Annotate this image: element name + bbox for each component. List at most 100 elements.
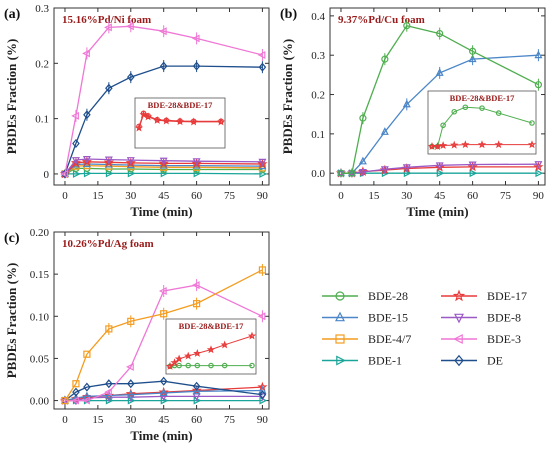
data-point [158, 27, 167, 36]
legend-label: BDE-17 [487, 289, 527, 303]
series-line [64, 269, 263, 401]
panel-title: 9.37%Pd/Cu foam [338, 14, 425, 26]
x-axis-label: Time (min) [130, 204, 192, 219]
panel-title: 10.26%Pd/Ag foam [62, 238, 154, 250]
y-tick-label: 0.3 [35, 3, 49, 15]
data-point [402, 164, 411, 173]
inset-point [184, 351, 193, 360]
inset-point [479, 105, 485, 111]
legend-label: DE [487, 354, 503, 368]
data-point [159, 157, 168, 166]
legend-marker [335, 291, 345, 301]
data-point [72, 169, 81, 178]
data-point [191, 34, 200, 43]
data-point [258, 390, 267, 400]
legend-label: BDE-15 [368, 311, 408, 325]
y-axis-label: PBDEs Fraction (%) [4, 39, 19, 155]
series-line [64, 25, 263, 175]
data-point [71, 396, 79, 405]
inset-point [440, 122, 446, 129]
y-tick-label: 0.05 [30, 353, 50, 365]
data-point [403, 169, 412, 178]
panel-c: 0 15 30 45 60 75 90 0.00 0.05 0.10 0.15 0.20 Time (m… [4, 227, 270, 443]
x-tick-label: 75 [224, 414, 236, 426]
inset-point [247, 331, 257, 340]
legend-label: BDE-28 [368, 289, 408, 303]
legend-entry: BDE-8 [441, 311, 521, 325]
data-point [380, 166, 389, 175]
data-point [72, 387, 80, 397]
data-point [126, 157, 135, 165]
legend-entry: BDE-3 [441, 332, 521, 346]
data-point [126, 389, 135, 398]
y-tick-label: 0.15 [30, 269, 50, 281]
data-point [348, 169, 356, 177]
legend-entry: BDE-1 [322, 354, 402, 368]
series-bde-3 [60, 279, 266, 405]
data-point [105, 325, 113, 333]
inset-point [175, 117, 185, 126]
inset-point [165, 361, 175, 370]
data-point [534, 161, 543, 169]
inset-point [139, 110, 148, 119]
inset-point [194, 362, 201, 369]
legend-marker [336, 355, 346, 366]
inset-point [189, 117, 198, 126]
inset-series-bde-17 [165, 331, 257, 370]
data-point [105, 379, 113, 389]
inset-point [494, 140, 503, 149]
data-point [126, 362, 134, 371]
data-point [61, 396, 69, 405]
inset-point [450, 140, 459, 149]
data-point [257, 381, 268, 392]
series-line [341, 24, 539, 174]
data-point [435, 68, 444, 76]
legend-entry: BDE-15 [322, 311, 408, 325]
y-tick-label: 0.20 [30, 227, 50, 239]
inset: BDE-28&BDE-17 [427, 90, 537, 155]
data-point [159, 61, 168, 71]
legend-entry: BDE-28 [322, 289, 408, 303]
panel-b: 0 15 30 45 60 75 90 0.0 0.1 0.2 0.3 0.4 Time (min) PB… [280, 7, 546, 219]
x-axis-label: Time (min) [130, 428, 192, 443]
series-bde-3 [60, 20, 266, 178]
data-point [82, 49, 90, 58]
legend-marker [454, 313, 464, 324]
x-tick-label: 60 [467, 190, 479, 202]
y-axis-label: PBDEs Fraction (%) [280, 39, 295, 155]
data-point [534, 81, 543, 89]
y-tick-label: 0.1 [35, 114, 49, 126]
data-point [469, 47, 477, 55]
legend-marker [452, 289, 466, 302]
panel-label: (a) [4, 7, 21, 22]
x-tick-label: 75 [224, 190, 236, 202]
x-tick-label: 60 [191, 414, 203, 426]
x-tick-label: 90 [257, 190, 269, 202]
inset-point [477, 140, 487, 149]
data-point [468, 54, 477, 63]
inset-point [153, 115, 162, 124]
inset-point [174, 354, 184, 363]
legend-marker [453, 334, 463, 344]
x-tick-label: 30 [401, 190, 413, 202]
data-point [193, 169, 202, 178]
data-point [127, 379, 135, 389]
data-point [381, 55, 389, 63]
legend-entry: BDE-17 [441, 289, 527, 303]
data-point [160, 169, 169, 178]
series-bde-8 [60, 156, 267, 179]
inset-point [143, 112, 153, 121]
inset-point [433, 142, 442, 150]
panel-label: (b) [280, 7, 297, 22]
inset-point [527, 140, 537, 149]
plot-frame [53, 7, 270, 186]
data-point [127, 72, 135, 82]
data-point [258, 158, 267, 167]
series-bde-1 [61, 169, 268, 178]
series-bde-28 [337, 19, 543, 177]
x-tick-label: 45 [158, 414, 170, 426]
y-tick-label: 0.1 [311, 129, 325, 141]
data-point [83, 382, 91, 392]
x-tick-label: 90 [257, 414, 269, 426]
